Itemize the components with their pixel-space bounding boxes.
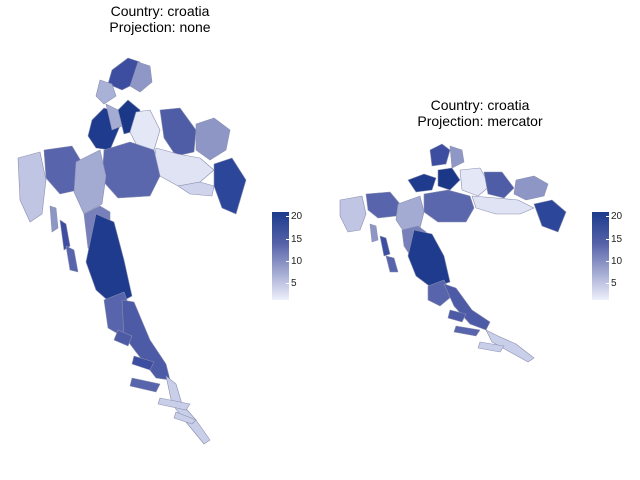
- region-slavonia-2: [177, 181, 215, 197]
- legend-tick-5: 5: [606, 278, 617, 289]
- croatia-map-mercator: [339, 143, 567, 363]
- legend-tick-20: 20: [285, 211, 303, 222]
- region-dubrovnik: [165, 375, 211, 445]
- region-east-2: [195, 117, 231, 161]
- region-istria: [17, 151, 47, 223]
- title-country: Country: croatia: [110, 3, 210, 19]
- island-4: [447, 309, 467, 323]
- region-east-1: [159, 107, 197, 157]
- legend-tick-15: 15: [285, 234, 303, 245]
- region-lika-north: [73, 149, 107, 215]
- region-east-2: [513, 175, 549, 201]
- legend-tick-10: 10: [605, 256, 623, 267]
- title-projection: Projection: mercator: [417, 113, 543, 129]
- map-panel-none: Country: croatia Projection: none: [0, 3, 322, 445]
- region-north-3: [95, 79, 117, 105]
- island-8: [173, 411, 197, 425]
- region-central-1: [407, 173, 437, 193]
- island-5: [131, 355, 155, 371]
- island-3: [385, 255, 399, 273]
- region-central-4: [423, 189, 475, 223]
- legend-tick-15: 15: [605, 234, 623, 245]
- island-2: [379, 235, 391, 257]
- region-slavonia-1: [471, 195, 535, 215]
- region-central-3: [105, 103, 123, 131]
- color-legend: 20 15 10 5: [272, 212, 322, 312]
- island-4: [113, 329, 133, 347]
- map-title: Country: croatia Projection: none: [0, 3, 320, 35]
- region-istria: [339, 195, 367, 233]
- title-projection: Projection: none: [109, 19, 211, 35]
- region-lika-north: [395, 195, 425, 233]
- region-dubrovnik: [485, 329, 535, 363]
- island-7: [157, 397, 191, 411]
- title-country: Country: croatia: [430, 97, 530, 113]
- region-north-1: [429, 143, 451, 167]
- map-panel-mercator: Country: croatia Projection: mercator 20…: [320, 0, 640, 480]
- croatia-map-none: [17, 57, 247, 445]
- island-2: [59, 219, 71, 251]
- island-3: [65, 245, 79, 273]
- color-legend: 20 15 10 5: [592, 212, 640, 312]
- legend-tick-10: 10: [285, 256, 303, 267]
- region-split: [443, 283, 491, 331]
- map-title: Country: croatia Projection: mercator: [320, 97, 640, 129]
- legend-tick-20: 20: [605, 211, 623, 222]
- region-east-3: [533, 199, 567, 233]
- region-zadar: [85, 213, 133, 307]
- region-east-1: [483, 171, 515, 199]
- island-6: [129, 377, 161, 393]
- region-central-4: [101, 141, 161, 199]
- legend-gradient-bar: [272, 212, 289, 300]
- island-1: [369, 223, 379, 243]
- region-central-2: [437, 167, 461, 191]
- island-1: [49, 205, 59, 233]
- island-6: [477, 341, 505, 353]
- region-zagreb-east: [459, 167, 491, 197]
- region-east-3: [213, 157, 247, 215]
- legend-gradient-bar: [592, 212, 609, 300]
- legend-tick-5: 5: [286, 278, 297, 289]
- region-north-2: [449, 145, 465, 169]
- region-zadar: [407, 229, 451, 289]
- region-north-2: [129, 61, 153, 93]
- island-5: [453, 325, 481, 337]
- region-rijeka: [365, 191, 401, 219]
